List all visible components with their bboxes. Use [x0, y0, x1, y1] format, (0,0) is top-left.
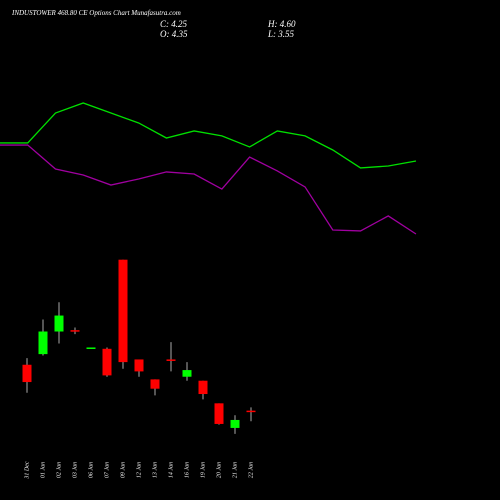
candle-body — [134, 359, 144, 372]
x-tick-label: 21 Jan — [232, 462, 238, 478]
close-value: C: 4.25 — [160, 19, 188, 29]
x-tick-label: 07 Jan — [104, 462, 110, 478]
candle-body — [150, 379, 160, 389]
candle-body — [70, 330, 80, 332]
chart-title: INDUSTOWER 468.80 CE Options Chart Munaf… — [11, 9, 181, 17]
low-value: L: 3.55 — [267, 29, 295, 39]
x-tick-label: 09 Jan — [120, 462, 126, 478]
indicator-line — [0, 102, 417, 169]
candle-body — [214, 403, 224, 424]
candle-body — [22, 364, 32, 383]
candle-body — [54, 315, 64, 332]
candle-body — [38, 331, 48, 355]
x-tick-label: 02 Jan — [56, 462, 62, 478]
candle-body — [182, 370, 192, 377]
x-tick-label: 16 Jan — [184, 462, 190, 478]
indicator-line — [0, 144, 417, 235]
x-tick-label: 01 Jan — [40, 462, 46, 478]
x-tick-label: 19 Jan — [200, 462, 206, 478]
open-value: O: 4.35 — [160, 29, 188, 39]
x-tick-label: 06 Jan — [88, 462, 94, 478]
candle-body — [118, 259, 128, 363]
x-tick-label: 22 Jan — [248, 462, 254, 478]
candle-body — [198, 380, 208, 395]
candle-body — [166, 359, 176, 361]
x-tick-label: 03 Jan — [72, 462, 78, 478]
x-tick-label: 14 Jan — [167, 462, 174, 478]
x-tick-label: 20 Jan — [216, 462, 222, 478]
x-tick-label: 12 Jan — [136, 462, 142, 478]
x-tick-label: 31 Dec — [24, 461, 30, 479]
candle-body — [230, 419, 240, 428]
high-value: H: 4.60 — [267, 19, 296, 29]
candle-body — [102, 348, 112, 376]
x-tick-label: 13 Jan — [152, 462, 158, 478]
candle-body — [246, 410, 256, 413]
candle-body — [86, 347, 96, 349]
